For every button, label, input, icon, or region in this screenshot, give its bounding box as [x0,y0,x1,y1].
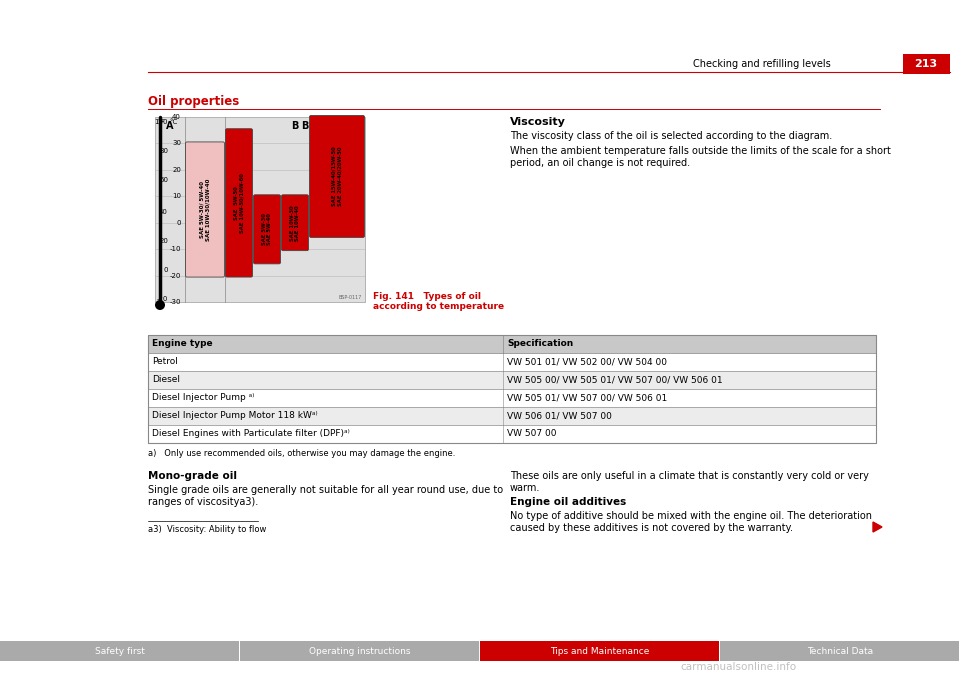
Bar [720,641,959,661]
Text: Technical Data: Technical Data [807,647,873,656]
Bar [148,425,876,443]
Text: SAE  5W-50
SAE 10W-50/10W-60: SAE 5W-50 SAE 10W-50/10W-60 [233,173,245,233]
Text: Tips and Maintenance: Tips and Maintenance [550,647,650,656]
Text: Single grade oils are generally not suitable for all year round use, due to
rang: Single grade oils are generally not suit… [148,485,503,506]
Text: B: B [301,121,309,131]
Text: 80: 80 [159,148,168,155]
Text: A: A [166,121,174,131]
Text: SAE 15W-40/15W-50
SAE 20W-40/20W-50: SAE 15W-40/15W-50 SAE 20W-40/20W-50 [331,146,343,206]
Text: Safety first: Safety first [95,647,145,656]
Text: -30: -30 [170,299,181,305]
Text: These oils are only useful in a climate that is constantly very cold or very
war: These oils are only useful in a climate … [510,471,869,493]
Text: -20: -20 [156,296,168,302]
Text: SAE 5W-30
SAE 5W-40: SAE 5W-30 SAE 5W-40 [261,214,273,245]
Text: Fig. 141   Types of oil
according to temperature: Fig. 141 Types of oil according to tempe… [373,292,504,311]
FancyBboxPatch shape [253,195,280,264]
Polygon shape [873,522,882,532]
Text: Diesel Injector Pump ᵃ⁾: Diesel Injector Pump ᵃ⁾ [152,393,254,403]
Text: Operating instructions: Operating instructions [309,647,411,656]
Bar [480,641,719,661]
Text: No type of additive should be mixed with the engine oil. The deterioration
cause: No type of additive should be mixed with… [510,511,872,533]
Text: 40: 40 [159,209,168,215]
Text: 10: 10 [172,193,181,199]
Text: SAE 5W-30/ 5W-40
SAE 10W-30/10W-40: SAE 5W-30/ 5W-40 SAE 10W-30/10W-40 [200,178,210,241]
Text: Diesel Engines with Particulate filter (DPF)ᵃ⁾: Diesel Engines with Particulate filter (… [152,429,349,439]
Text: 20: 20 [172,167,181,173]
Text: Diesel Injector Pump Motor 118 kWᵃ⁾: Diesel Injector Pump Motor 118 kWᵃ⁾ [152,412,318,420]
Bar [148,353,876,371]
Text: Viscosity: Viscosity [510,117,565,127]
Circle shape [155,300,165,310]
Text: 0: 0 [177,220,181,226]
Text: Mono-grade oil: Mono-grade oil [148,471,237,481]
Text: Engine oil additives: Engine oil additives [510,497,626,507]
Text: -20: -20 [170,273,181,279]
Text: Specification: Specification [507,340,573,348]
Text: 60: 60 [159,178,168,184]
Text: 213: 213 [915,59,938,69]
Bar [155,117,365,302]
Bar [148,407,876,425]
Text: BSP-0117: BSP-0117 [339,295,362,300]
Text: VW 501 01/ VW 502 00/ VW 504 00: VW 501 01/ VW 502 00/ VW 504 00 [507,357,667,367]
Bar [0,641,239,661]
Bar [148,335,876,443]
Text: carmanualsonline.info: carmanualsonline.info [680,662,796,672]
Text: -10: -10 [170,246,181,252]
Text: Diesel: Diesel [152,376,180,384]
Bar [148,371,876,389]
Text: SAE 10W-30
SAE 10W-40: SAE 10W-30 SAE 10W-40 [290,205,300,241]
FancyBboxPatch shape [185,142,225,277]
FancyBboxPatch shape [309,115,365,237]
Text: When the ambient temperature falls outside the limits of the scale for a short
p: When the ambient temperature falls outsi… [510,146,891,167]
Text: °F: °F [157,119,164,125]
Text: Petrol: Petrol [152,357,178,367]
Bar [903,54,950,74]
Text: B: B [291,121,299,131]
Bar [148,389,876,407]
Text: VW 505 00/ VW 505 01/ VW 507 00/ VW 506 01: VW 505 00/ VW 505 01/ VW 507 00/ VW 506 … [507,376,723,384]
Text: 100: 100 [155,119,168,125]
Bar [148,335,876,353]
Text: 40: 40 [172,114,181,120]
Bar [240,641,479,661]
Text: The viscosity class of the oil is selected according to the diagram.: The viscosity class of the oil is select… [510,131,832,141]
Text: °C: °C [169,119,178,125]
Text: VW 505 01/ VW 507 00/ VW 506 01: VW 505 01/ VW 507 00/ VW 506 01 [507,393,667,403]
Text: 20: 20 [159,238,168,244]
Text: a3)  Viscosity: Ability to flow: a3) Viscosity: Ability to flow [148,525,266,534]
FancyBboxPatch shape [226,129,252,277]
Text: Engine type: Engine type [152,340,212,348]
Text: VW 507 00: VW 507 00 [507,429,557,439]
FancyBboxPatch shape [281,195,308,251]
Text: Checking and refilling levels: Checking and refilling levels [693,59,830,69]
Text: Oil properties: Oil properties [148,95,239,108]
Text: 30: 30 [172,140,181,146]
Text: VW 506 01/ VW 507 00: VW 506 01/ VW 507 00 [507,412,612,420]
Text: 0: 0 [163,267,168,273]
Text: a)   Only use recommended oils, otherwise you may damage the engine.: a) Only use recommended oils, otherwise … [148,449,455,458]
